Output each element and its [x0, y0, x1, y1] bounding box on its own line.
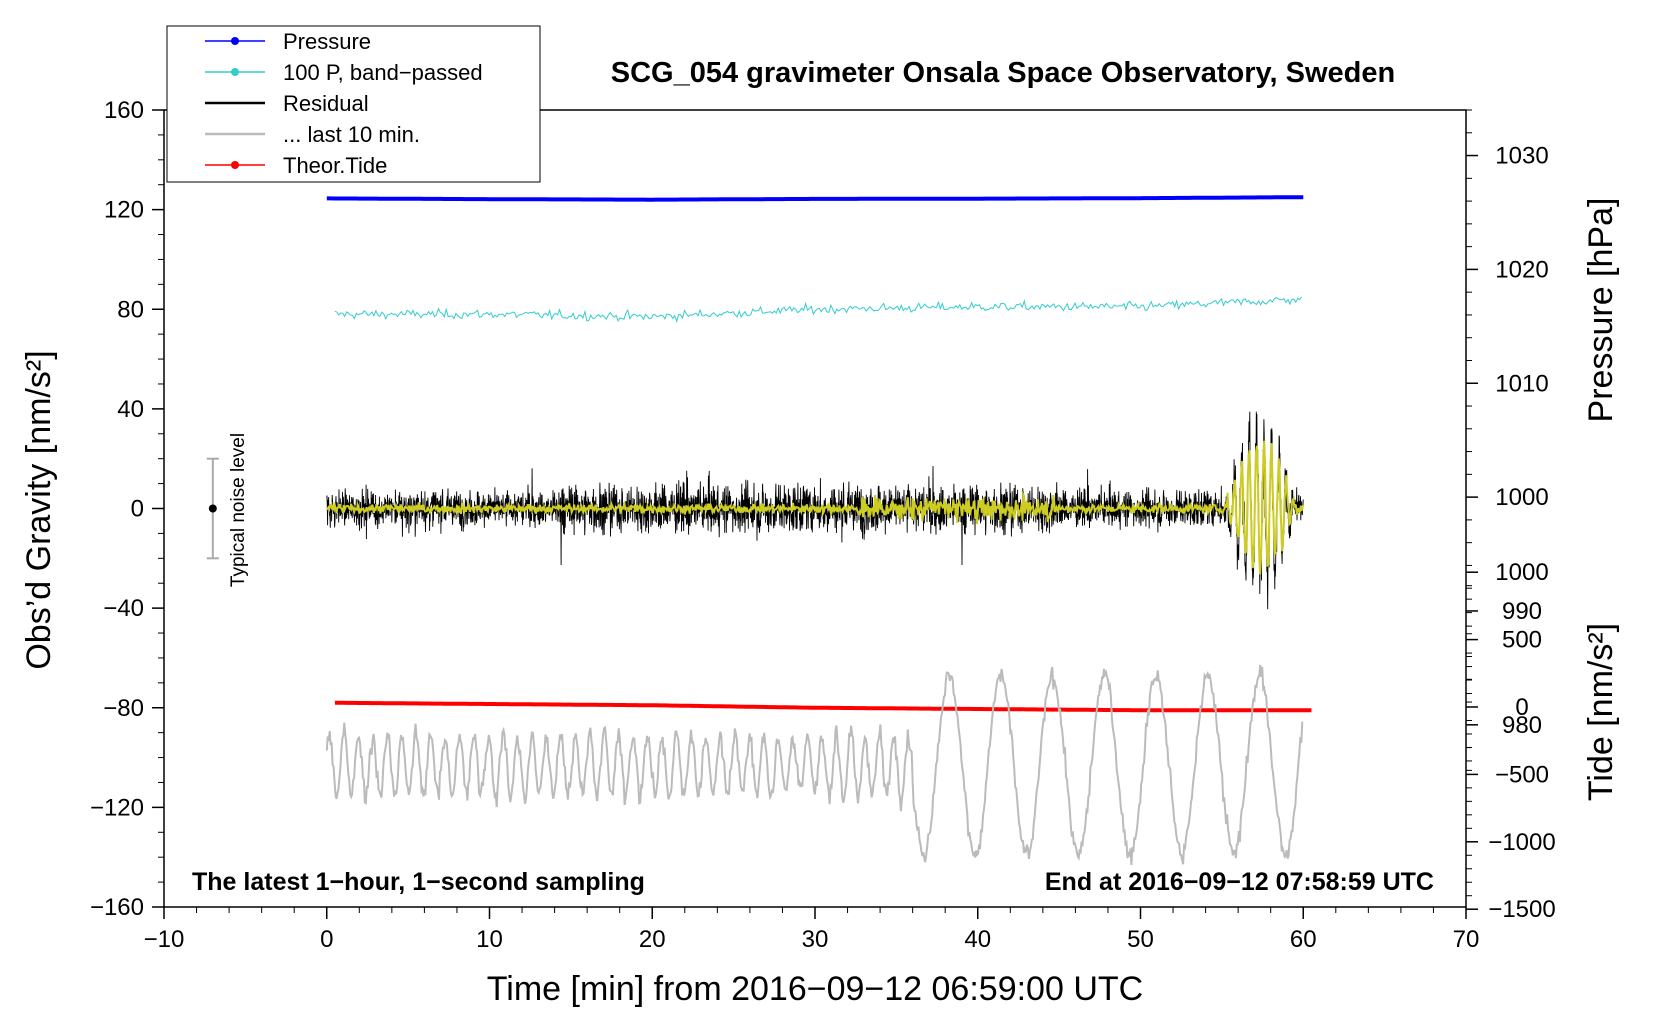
- legend-label: ... last 10 min.: [283, 122, 420, 147]
- y-tick-label: −40: [103, 595, 144, 622]
- theoretical-tide-line: [334, 700, 1312, 713]
- y-tick-label: 80: [117, 296, 144, 323]
- sampling-note: The latest 1−hour, 1−second sampling: [192, 868, 645, 896]
- x-tick-label: −10: [144, 926, 185, 953]
- x-tick-label: 10: [476, 926, 503, 953]
- pressure-tick-label: 990: [1502, 598, 1542, 625]
- tide-tick-label: 500: [1502, 627, 1542, 654]
- y-tick-label: 160: [104, 97, 144, 124]
- y-axis-title-pressure: Pressure [hPa]: [1582, 198, 1620, 423]
- y-tick-label: 120: [104, 197, 144, 224]
- x-tick-label: 30: [802, 926, 829, 953]
- legend-label: Residual: [283, 91, 369, 116]
- legend-label: 100 P, band−passed: [283, 60, 483, 85]
- noise-level-label: Typical noise level: [228, 433, 249, 587]
- residual-line: [326, 411, 1304, 610]
- tide-tick-label: −500: [1495, 761, 1549, 788]
- last-10-min-line: [325, 664, 1304, 865]
- y-axis-title-tide: Tide [nm/s²]: [1582, 623, 1620, 801]
- x-tick-label: 50: [1127, 926, 1154, 953]
- y-tick-label: −120: [90, 794, 144, 821]
- legend: Pressure 100 P, band−passed Residual ... la…: [166, 25, 541, 183]
- pressure-line: [326, 195, 1304, 202]
- y-tick-label: 40: [117, 396, 144, 423]
- noise-level-bar: [206, 457, 219, 560]
- pressure-tick-label: 980: [1502, 712, 1542, 739]
- legend-marker: [231, 68, 239, 76]
- pressure-tick-label: 1000: [1495, 484, 1548, 511]
- noise-bar-center-dot: [208, 504, 217, 513]
- x-tick-label: 40: [964, 926, 991, 953]
- x-tick-label: 60: [1290, 926, 1317, 953]
- end-time-note: End at 2016−09−12 07:58:59 UTC: [1045, 868, 1434, 896]
- y-tick-label: −80: [103, 695, 144, 722]
- x-tick-label: 70: [1453, 926, 1480, 953]
- x-tick-label: 20: [639, 926, 666, 953]
- plot-axes: −10 0 10 20 30 40 50 60 7016012080400−40−80−120−…: [90, 97, 1556, 953]
- legend-label: Theor.Tide: [283, 153, 387, 178]
- legend-marker: [231, 37, 239, 45]
- bandpassed-pressure-line: [334, 296, 1303, 323]
- y-tick-label: −160: [90, 894, 144, 921]
- plot-traces: [325, 195, 1312, 865]
- legend-marker: [231, 161, 239, 169]
- chart-title: SCG_054 gravimeter Onsala Space Observat…: [611, 57, 1395, 89]
- tide-tick-label: 0: [1515, 694, 1528, 721]
- y-axis-title-gravity: Obs’d Gravity [nm/s²]: [20, 350, 58, 669]
- tide-tick-label: 1000: [1495, 559, 1548, 586]
- pressure-tick-label: 1020: [1495, 256, 1548, 283]
- pressure-tick-label: 1030: [1495, 143, 1548, 170]
- tide-tick-label: −1500: [1488, 896, 1555, 923]
- legend-label: Pressure: [283, 29, 371, 54]
- residual-smoothed-line: [326, 440, 1305, 575]
- pressure-tick-label: 1010: [1495, 370, 1548, 397]
- x-tick-label: 0: [320, 926, 333, 953]
- y-tick-label: 0: [131, 496, 144, 523]
- tide-tick-label: −1000: [1488, 829, 1555, 856]
- x-axis-title: Time [min] from 2016−09−12 06:59:00 UTC: [487, 970, 1143, 1008]
